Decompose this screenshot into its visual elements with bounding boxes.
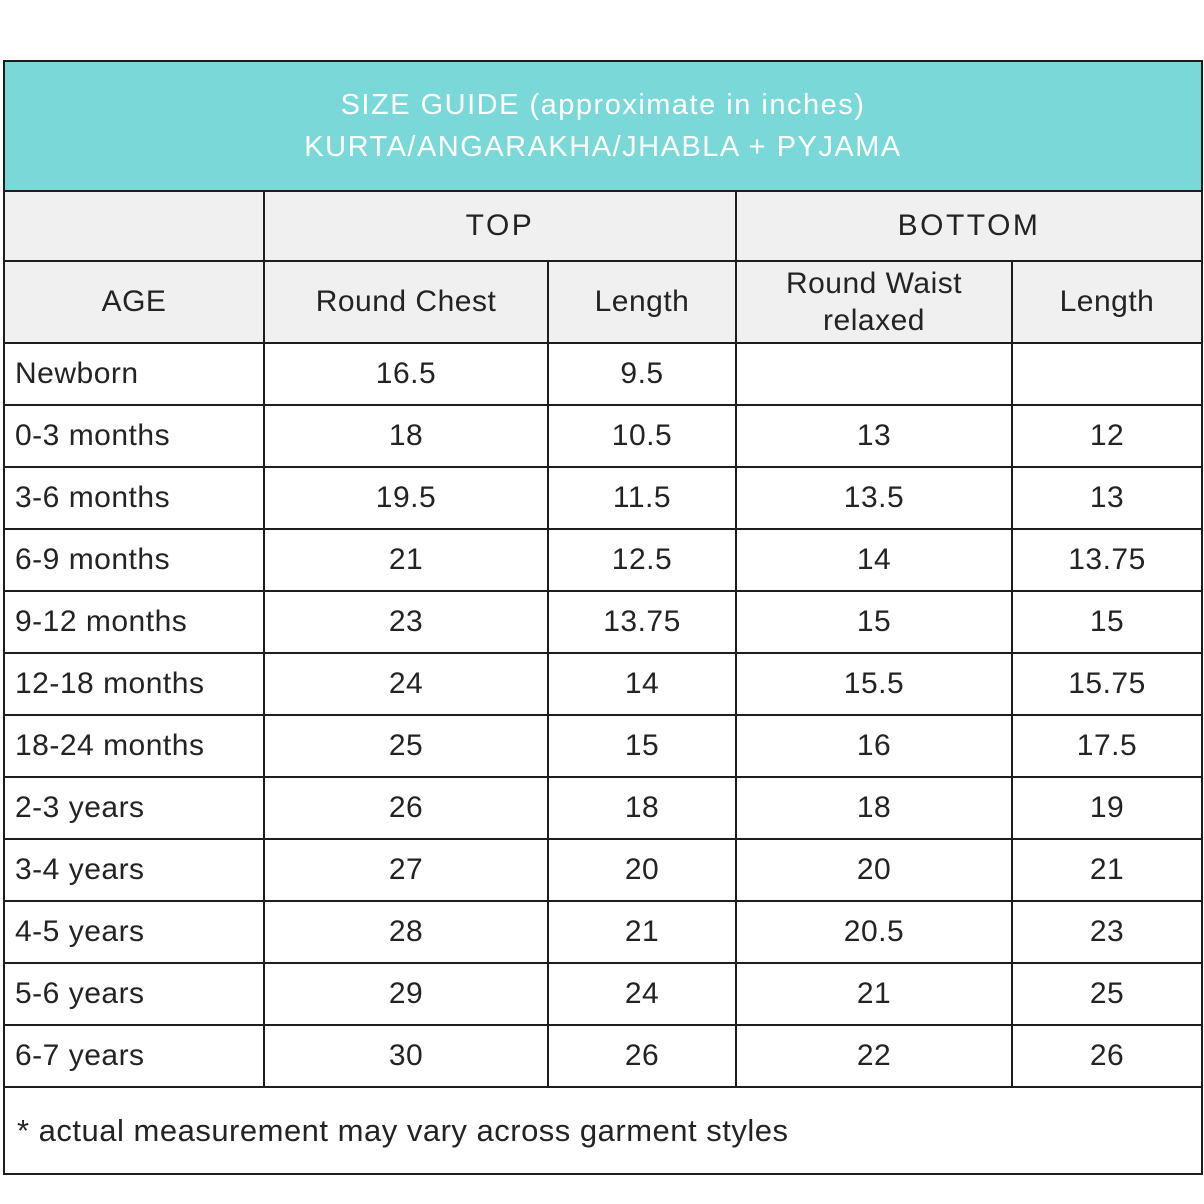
table-row: 3-6 months 19.5 11.5 13.5 13 [3, 466, 1203, 530]
cell-bottom-length: 13.75 [1011, 528, 1203, 592]
cell-top-length: 11.5 [547, 466, 737, 530]
cell-round-chest: 18 [263, 404, 549, 468]
cell-bottom-length: 19 [1011, 776, 1203, 840]
title-row: SIZE GUIDE (approximate in inches) KURTA… [3, 60, 1203, 192]
table-row: Newborn 16.5 9.5 [3, 342, 1203, 406]
column-header-top-length: Length [547, 260, 737, 344]
cell-top-length: 9.5 [547, 342, 737, 406]
cell-bottom-length [1011, 342, 1203, 406]
cell-round-chest: 26 [263, 776, 549, 840]
cell-age: 18-24 months [3, 714, 265, 778]
table-row: 2-3 years 26 18 18 19 [3, 776, 1203, 840]
table-row: 12-18 months 24 14 15.5 15.75 [3, 652, 1203, 716]
cell-bottom-length: 23 [1011, 900, 1203, 964]
column-header-round-waist: Round Waist relaxed [735, 260, 1013, 344]
cell-top-length: 21 [547, 900, 737, 964]
cell-top-length: 24 [547, 962, 737, 1026]
cell-age: 9-12 months [3, 590, 265, 654]
cell-round-waist: 13.5 [735, 466, 1013, 530]
cell-age: 2-3 years [3, 776, 265, 840]
cell-bottom-length: 25 [1011, 962, 1203, 1026]
cell-top-length: 12.5 [547, 528, 737, 592]
cell-age: 6-7 years [3, 1024, 265, 1088]
cell-age: 6-9 months [3, 528, 265, 592]
cell-round-waist: 16 [735, 714, 1013, 778]
cell-bottom-length: 13 [1011, 466, 1203, 530]
cell-bottom-length: 17.5 [1011, 714, 1203, 778]
cell-bottom-length: 15 [1011, 590, 1203, 654]
group-header-row: TOP BOTTOM [3, 190, 1203, 262]
cell-round-chest: 25 [263, 714, 549, 778]
cell-bottom-length: 12 [1011, 404, 1203, 468]
title-line-2: KURTA/ANGARAKHA/JHABLA + PYJAMA [304, 131, 902, 163]
cell-age: 4-5 years [3, 900, 265, 964]
group-header-blank [3, 190, 265, 262]
cell-round-chest: 24 [263, 652, 549, 716]
table-row: 6-9 months 21 12.5 14 13.75 [3, 528, 1203, 592]
cell-bottom-length: 26 [1011, 1024, 1203, 1088]
cell-round-waist [735, 342, 1013, 406]
cell-round-chest: 28 [263, 900, 549, 964]
group-header-bottom: BOTTOM [735, 190, 1203, 262]
size-guide-table: SIZE GUIDE (approximate in inches) KURTA… [3, 60, 1203, 1175]
cell-round-waist: 15 [735, 590, 1013, 654]
cell-round-waist: 21 [735, 962, 1013, 1026]
cell-round-waist: 22 [735, 1024, 1013, 1088]
cell-round-waist: 18 [735, 776, 1013, 840]
column-header-age: AGE [3, 260, 265, 344]
title-line-1: SIZE GUIDE (approximate in inches) [340, 89, 866, 121]
cell-round-chest: 16.5 [263, 342, 549, 406]
cell-round-waist: 20 [735, 838, 1013, 902]
cell-top-length: 13.75 [547, 590, 737, 654]
cell-top-length: 18 [547, 776, 737, 840]
cell-round-chest: 19.5 [263, 466, 549, 530]
cell-age: 3-6 months [3, 466, 265, 530]
cell-top-length: 15 [547, 714, 737, 778]
cell-top-length: 20 [547, 838, 737, 902]
cell-round-chest: 23 [263, 590, 549, 654]
column-header-round-chest: Round Chest [263, 260, 549, 344]
table-row: 3-4 years 27 20 20 21 [3, 838, 1203, 902]
cell-bottom-length: 15.75 [1011, 652, 1203, 716]
footnote: * actual measurement may vary across gar… [3, 1086, 1203, 1175]
table-row: 9-12 months 23 13.75 15 15 [3, 590, 1203, 654]
cell-top-length: 26 [547, 1024, 737, 1088]
cell-round-chest: 30 [263, 1024, 549, 1088]
cell-round-waist: 13 [735, 404, 1013, 468]
cell-age: 0-3 months [3, 404, 265, 468]
cell-round-waist: 14 [735, 528, 1013, 592]
table-row: 5-6 years 29 24 21 25 [3, 962, 1203, 1026]
table-row: 4-5 years 28 21 20.5 23 [3, 900, 1203, 964]
cell-round-chest: 27 [263, 838, 549, 902]
cell-age: 3-4 years [3, 838, 265, 902]
cell-top-length: 14 [547, 652, 737, 716]
cell-round-chest: 29 [263, 962, 549, 1026]
table-row: 18-24 months 25 15 16 17.5 [3, 714, 1203, 778]
table-row: 0-3 months 18 10.5 13 12 [3, 404, 1203, 468]
cell-round-waist: 15.5 [735, 652, 1013, 716]
footnote-row: * actual measurement may vary across gar… [3, 1086, 1203, 1175]
cell-round-chest: 21 [263, 528, 549, 592]
table-row: 6-7 years 30 26 22 26 [3, 1024, 1203, 1088]
cell-bottom-length: 21 [1011, 838, 1203, 902]
cell-age: 5-6 years [3, 962, 265, 1026]
cell-round-waist: 20.5 [735, 900, 1013, 964]
group-header-top: TOP [263, 190, 737, 262]
cell-top-length: 10.5 [547, 404, 737, 468]
column-header-bottom-length: Length [1011, 260, 1203, 344]
title-banner: SIZE GUIDE (approximate in inches) KURTA… [3, 60, 1203, 192]
cell-age: 12-18 months [3, 652, 265, 716]
cell-age: Newborn [3, 342, 265, 406]
column-header-row: AGE Round Chest Length Round Waist relax… [3, 260, 1203, 344]
